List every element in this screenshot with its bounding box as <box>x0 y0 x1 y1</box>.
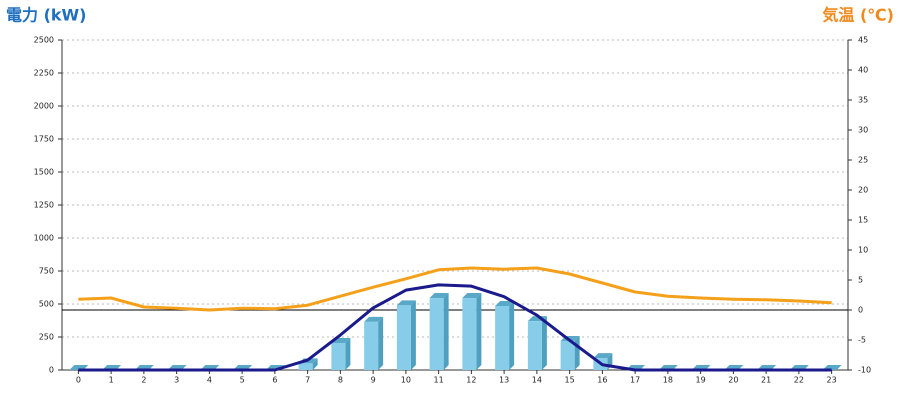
y-tick-label: 1750 <box>34 135 54 144</box>
y-tick-label: 0 <box>49 366 54 375</box>
x-tick-label: 15 <box>565 376 575 385</box>
x-tick-label: 14 <box>532 376 542 385</box>
line-series <box>78 266 832 312</box>
y2-tick-label: 5 <box>858 276 863 285</box>
y-tick-label: 2500 <box>34 36 54 45</box>
bar-top <box>593 353 613 359</box>
y-axis-title: 電力 (kW) <box>6 6 87 25</box>
x-tick-label: 6 <box>272 376 277 385</box>
line-series <box>78 283 832 372</box>
bar-side <box>345 337 351 370</box>
bar-side <box>574 335 580 370</box>
bar-top <box>462 293 482 299</box>
y-tick-label: 2000 <box>34 102 54 111</box>
bar-top <box>429 293 449 299</box>
bar <box>462 298 477 370</box>
y2-tick-label: -10 <box>858 366 871 375</box>
x-tick-label: 23 <box>827 376 837 385</box>
x-tick-label: 0 <box>76 376 81 385</box>
y2-tick-label: 25 <box>858 156 868 165</box>
y2-tick-label: 0 <box>858 306 863 315</box>
y2-tick-label: 45 <box>858 36 868 45</box>
y2-tick-label: 30 <box>858 126 868 135</box>
x-tick-label: 8 <box>338 376 343 385</box>
bar-side <box>541 316 547 370</box>
bar-top <box>364 316 384 322</box>
y2-tick-label: 20 <box>858 186 868 195</box>
x-tick-label: 1 <box>109 376 114 385</box>
bar-side <box>476 293 482 370</box>
bar-side <box>410 300 416 370</box>
y-tick-label: 1250 <box>34 201 54 210</box>
bar <box>396 305 411 370</box>
bar <box>560 340 575 370</box>
y2-tick-label: 35 <box>858 96 868 105</box>
x-tick-label: 12 <box>466 376 476 385</box>
x-tick-label: 11 <box>434 376 444 385</box>
x-tick-label: 22 <box>794 376 804 385</box>
x-tick-label: 16 <box>597 376 607 385</box>
bar-top <box>495 300 515 306</box>
bar <box>429 298 444 370</box>
x-tick-label: 21 <box>761 376 771 385</box>
bar-side <box>443 293 449 370</box>
bar <box>495 305 510 370</box>
y-tick-label: 750 <box>39 267 54 276</box>
y-tick-label: 1500 <box>34 168 54 177</box>
bar-side <box>509 300 515 370</box>
bar <box>331 342 346 370</box>
x-tick-label: 7 <box>305 376 310 385</box>
bar <box>298 363 313 370</box>
x-tick-label: 5 <box>240 376 245 385</box>
y2-tick-label: 40 <box>858 66 868 75</box>
y2-axis-title: 気温 (℃) <box>822 6 894 25</box>
y-tick-label: 1000 <box>34 234 54 243</box>
y2-tick-label: -5 <box>858 336 866 345</box>
y-tick-label: 2250 <box>34 69 54 78</box>
x-tick-label: 17 <box>630 376 640 385</box>
bar <box>364 321 379 370</box>
x-tick-label: 2 <box>141 376 146 385</box>
bar-top <box>396 300 416 306</box>
bar-side <box>312 358 318 370</box>
y-tick-label: 500 <box>39 300 54 309</box>
x-tick-label: 4 <box>207 376 212 385</box>
x-tick-label: 3 <box>174 376 179 385</box>
x-tick-label: 18 <box>663 376 673 385</box>
x-tick-label: 19 <box>696 376 706 385</box>
y2-tick-label: 10 <box>858 246 868 255</box>
x-tick-label: 9 <box>371 376 376 385</box>
x-tick-label: 20 <box>728 376 738 385</box>
bar <box>527 321 542 370</box>
y-tick-label: 250 <box>39 333 54 342</box>
x-tick-label: 13 <box>499 376 509 385</box>
x-tick-label: 10 <box>401 376 411 385</box>
y2-tick-label: 15 <box>858 216 868 225</box>
bar-side <box>378 316 384 370</box>
